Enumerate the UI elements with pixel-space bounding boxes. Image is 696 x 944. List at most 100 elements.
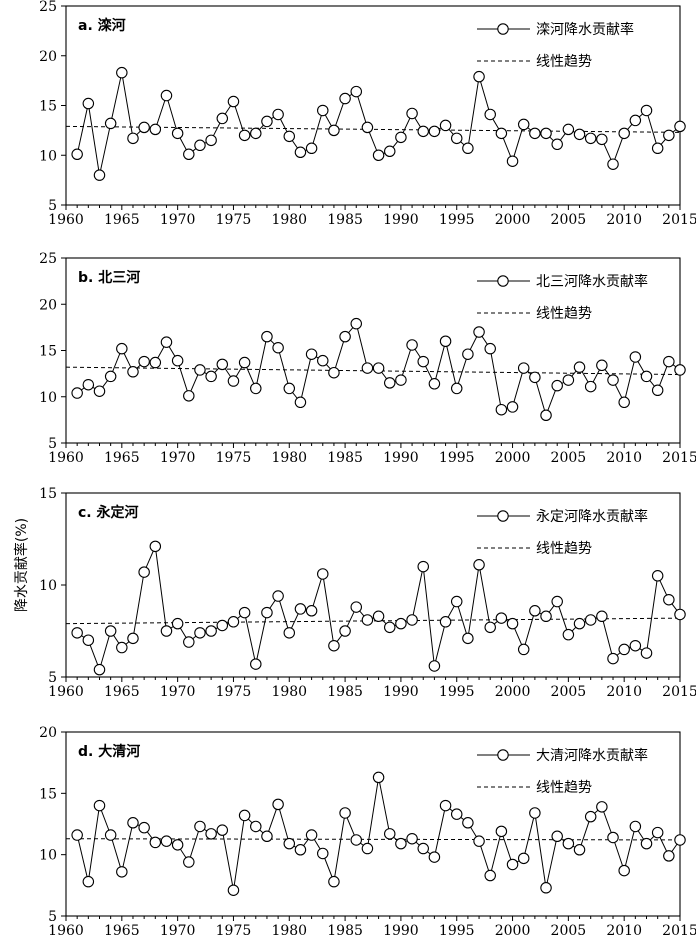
data-point: [294, 396, 307, 409]
data-point: [573, 844, 586, 856]
data-point: [361, 842, 374, 855]
series-line: [76, 544, 681, 672]
x-tick-label: 1975: [216, 212, 252, 228]
data-point: [328, 639, 340, 652]
legend-label: 北三河降水贡献率: [536, 273, 648, 290]
data-point: [171, 354, 184, 367]
y-tick-label: 10: [39, 848, 57, 864]
data-point: [261, 330, 273, 343]
x-tick-label: 2005: [551, 450, 587, 466]
data-point: [506, 401, 519, 413]
x-tick-label: 2005: [551, 212, 587, 228]
data-point: [584, 380, 597, 393]
data-point: [484, 621, 496, 634]
legend-label: 大清河降水贡献率: [536, 747, 648, 764]
panel-label: b. 北三河: [78, 269, 140, 286]
y-tick-label: 5: [48, 909, 57, 925]
y-tick-label: 15: [39, 99, 57, 115]
data-point: [372, 362, 385, 374]
data-point: [462, 632, 474, 645]
data-point: [428, 125, 441, 138]
data-point: [439, 335, 452, 347]
data-point: [651, 142, 664, 155]
data-point: [562, 123, 575, 136]
data-point: [663, 850, 675, 862]
data-point: [238, 356, 251, 369]
data-point: [250, 127, 262, 140]
data-point: [428, 660, 441, 672]
x-tick-label: 2015: [662, 450, 696, 466]
legend-label: 线性趋势: [536, 780, 592, 796]
data-point: [651, 570, 664, 582]
data-point: [238, 606, 251, 619]
data-point: [640, 837, 653, 850]
data-point: [651, 384, 664, 397]
data-point: [227, 616, 240, 628]
data-point: [674, 834, 686, 846]
data-point: [227, 95, 240, 108]
x-tick-label: 1960: [48, 923, 84, 939]
x-tick-label: 1970: [160, 212, 196, 228]
x-tick-label: 1995: [439, 450, 475, 466]
data-point: [484, 869, 496, 882]
data-point: [640, 104, 653, 117]
data-point: [149, 836, 162, 849]
legend-label: 线性趋势: [536, 306, 592, 322]
data-point: [517, 643, 530, 656]
data-point: [439, 616, 452, 628]
data-point: [283, 382, 296, 395]
data-point: [160, 336, 173, 348]
x-tick-label: 1960: [48, 684, 84, 700]
data-point: [395, 131, 407, 144]
data-point: [629, 114, 642, 127]
legend-label: 线性趋势: [536, 54, 592, 70]
data-point: [417, 125, 429, 138]
data-point: [294, 146, 307, 159]
data-point: [417, 355, 429, 368]
data-point: [160, 835, 173, 847]
x-tick-label: 1985: [327, 923, 363, 939]
data-point: [238, 129, 251, 142]
data-point: [495, 825, 508, 838]
data-point: [361, 121, 374, 134]
data-point: [194, 364, 206, 376]
data-point: [607, 158, 619, 170]
data-point: [116, 66, 128, 79]
data-point: [573, 128, 586, 141]
data-point: [339, 807, 351, 819]
data-point: [116, 342, 128, 355]
data-point: [517, 362, 530, 374]
x-tick-label: 1975: [216, 684, 252, 700]
x-tick-label: 1990: [383, 450, 419, 466]
data-point: [529, 605, 541, 617]
data-point: [596, 610, 608, 623]
x-tick-label: 2010: [606, 684, 642, 700]
legend-marker-symbol: [497, 749, 509, 761]
data-point: [71, 148, 83, 161]
data-point: [562, 628, 575, 641]
legend-marker-symbol: [497, 510, 509, 522]
data-point: [104, 829, 117, 841]
data-point: [372, 149, 385, 162]
x-tick-label: 2015: [662, 923, 696, 939]
data-point: [305, 142, 318, 155]
legend-marker-symbol: [497, 23, 509, 35]
data-point: [663, 593, 675, 606]
data-point: [584, 810, 597, 823]
data-point: [596, 133, 608, 146]
y-tick-label: 10: [39, 148, 57, 164]
data-point: [93, 663, 106, 676]
data-point: [674, 364, 686, 376]
x-tick-label: 1960: [48, 450, 84, 466]
data-point: [417, 842, 429, 855]
data-point: [227, 884, 240, 896]
data-point: [216, 619, 229, 632]
data-point: [473, 835, 485, 847]
data-point: [584, 132, 597, 145]
x-tick-label: 1970: [160, 684, 196, 700]
data-point: [216, 112, 229, 125]
data-point: [540, 882, 552, 894]
x-tick-label: 2010: [606, 923, 642, 939]
data-point: [261, 830, 273, 843]
y-tick-label: 5: [48, 436, 57, 452]
